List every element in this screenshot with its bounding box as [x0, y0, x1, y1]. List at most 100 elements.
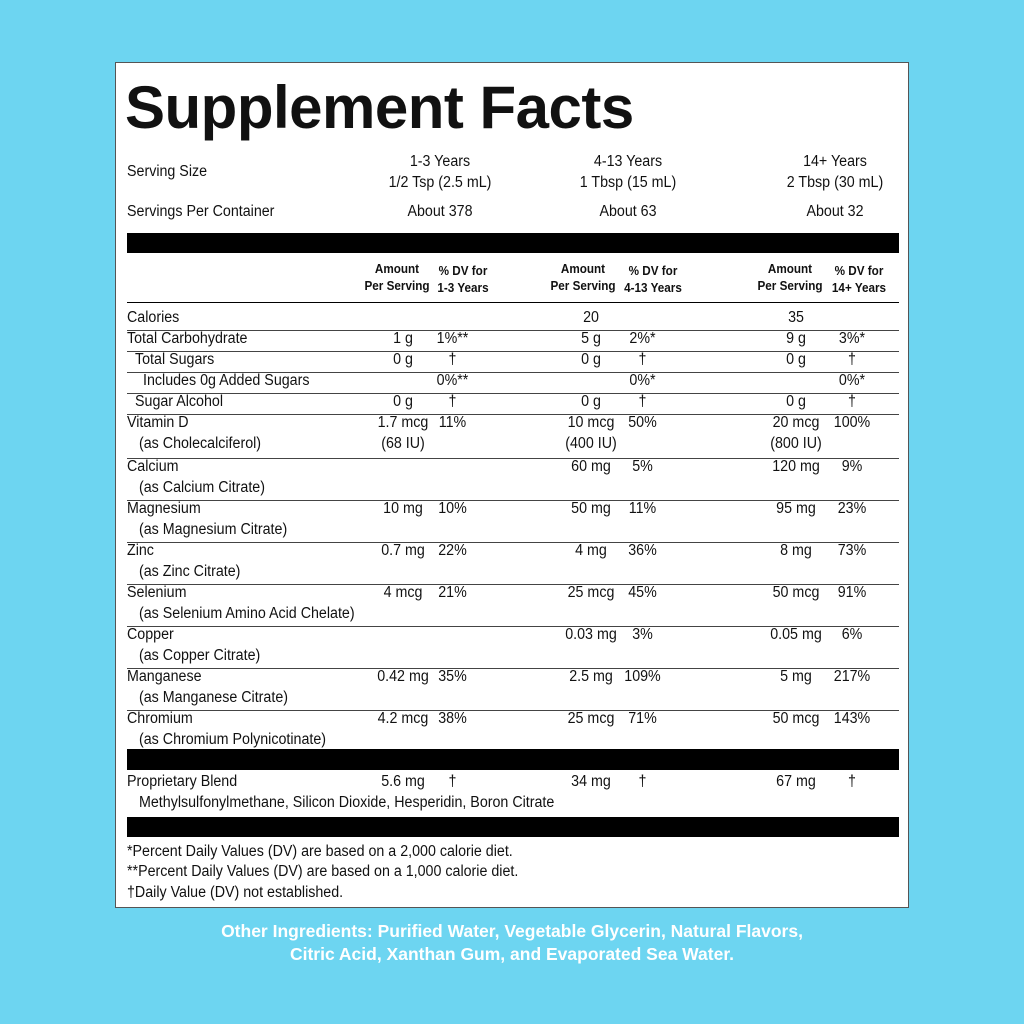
dv-cell: 21% — [438, 584, 467, 601]
amount-cell: 25 mcg — [567, 584, 615, 601]
servings-per-container-2: About 63 — [599, 203, 657, 220]
dv-cell: 0%* — [629, 372, 656, 389]
amount-cell: 0.03 mg — [565, 626, 617, 643]
dv-cell: † — [448, 393, 457, 410]
dv-cell: 73% — [837, 542, 867, 559]
nutrient-form: (as Manganese Citrate) — [139, 689, 289, 706]
nutrient-name: Magnesium — [127, 500, 201, 517]
amount-cell: 10 mcg — [567, 414, 615, 431]
serving-size-3: 2 Tbsp (30 mL) — [786, 174, 884, 191]
amount-cell: 1 g — [393, 330, 413, 347]
row-divider — [127, 393, 899, 394]
row-divider — [127, 372, 899, 373]
row-divider — [127, 584, 899, 585]
amount-cell: 95 mg — [776, 500, 816, 517]
row-divider — [127, 500, 899, 501]
nutrient-name: Manganese — [127, 668, 202, 685]
blend-dv-cell: † — [848, 773, 856, 790]
amount-cell: 0 g — [581, 393, 601, 410]
amount-cell: 0.42 mg — [377, 668, 429, 685]
amount-cell: 50 mcg — [772, 710, 820, 727]
amount-cell: 4 mcg — [383, 584, 423, 601]
footnote: **Percent Daily Values (DV) are based on… — [127, 863, 519, 880]
dv-cell: 91% — [837, 584, 867, 601]
nutrient-form: (as Copper Citrate) — [139, 647, 261, 664]
servings-per-container-3: About 32 — [806, 203, 864, 220]
nutrient-form: (as Selenium Amino Acid Chelate) — [139, 605, 355, 622]
amount-iu-cell: (800 IU) — [770, 435, 822, 452]
blend-ingredients: Methylsulfonylmethane, Silicon Dioxide, … — [139, 794, 555, 811]
amount-cell: 120 mg — [772, 458, 820, 475]
row-divider — [127, 351, 899, 352]
header-rule — [127, 302, 899, 303]
row-divider — [127, 330, 899, 331]
dv-cell: 38% — [438, 710, 467, 727]
dv-cell: 1%** — [436, 330, 469, 347]
serving-age-3: 14+ Years — [803, 153, 867, 170]
amount-cell: 0 g — [786, 393, 806, 410]
nutrient-name: Vitamin D — [127, 414, 189, 431]
other-ingredients-line: Other Ingredients: Purified Water, Veget… — [221, 921, 803, 941]
nutrient-form: (as Zinc Citrate) — [139, 563, 241, 580]
nutrient-form: (as Chromium Polynicotinate) — [139, 731, 327, 748]
servings-per-container-label: Servings Per Container — [127, 203, 275, 220]
col-amount-header-1: Amount Per Serving — [364, 261, 430, 293]
dv-cell: 9% — [841, 458, 863, 475]
blend-name: Proprietary Blend — [127, 773, 238, 790]
amount-cell: 10 mg — [383, 500, 423, 517]
col-dv-header-2: % DV for 4-13 Years — [624, 263, 682, 295]
other-ingredients: Other Ingredients: Purified Water, Veget… — [0, 920, 1024, 966]
amount-cell: 5 g — [581, 330, 601, 347]
nutrient-form: (as Cholecalciferol) — [139, 435, 262, 452]
row-divider — [127, 626, 899, 627]
col-dv-header-3: % DV for 14+ Years — [831, 263, 887, 295]
blend-amount-cell: 34 mg — [571, 773, 611, 790]
row-divider — [127, 542, 899, 543]
serving-size-2: 1 Tbsp (15 mL) — [579, 174, 677, 191]
nutrient-form: (as Magnesium Citrate) — [139, 521, 288, 538]
amount-iu-cell: (68 IU) — [381, 435, 425, 452]
row-divider — [127, 668, 899, 669]
dv-cell: 2%* — [629, 330, 656, 347]
dv-cell: 3%* — [838, 330, 866, 347]
other-ingredients-line: Citric Acid, Xanthan Gum, and Evaporated… — [289, 944, 735, 964]
nutrient-name: Calories — [127, 309, 180, 326]
amount-cell: 0.05 mg — [770, 626, 822, 643]
amount-cell: 9 g — [786, 330, 806, 347]
row-divider — [127, 414, 899, 415]
dv-cell: 109% — [624, 668, 661, 685]
nutrient-name: Copper — [127, 626, 174, 643]
amount-cell: 0.7 mg — [381, 542, 425, 559]
amount-cell: 4.2 mcg — [377, 710, 429, 727]
amount-cell: 35 — [788, 309, 804, 326]
nutrient-name: Calcium — [127, 458, 179, 475]
amount-cell: 25 mcg — [567, 710, 615, 727]
dv-cell: 5% — [632, 458, 653, 475]
dv-cell: † — [848, 393, 856, 410]
thick-rule — [127, 749, 899, 770]
thick-rule — [127, 817, 899, 837]
amount-iu-cell: (400 IU) — [565, 435, 617, 452]
dv-cell: † — [638, 351, 647, 368]
row-divider — [127, 458, 899, 459]
amount-cell: 2.5 mg — [569, 668, 613, 685]
nutrient-name: Zinc — [127, 542, 154, 559]
amount-cell: 4 mg — [575, 542, 607, 559]
serving-age-2: 4-13 Years — [593, 153, 663, 170]
dv-cell: 0%* — [838, 372, 866, 389]
amount-cell: 50 mcg — [772, 584, 820, 601]
panel-title: Supplement Facts — [125, 74, 634, 141]
dv-cell: 217% — [833, 668, 871, 685]
col-amount-header-2: Amount Per Serving — [550, 261, 616, 293]
thick-rule — [127, 233, 899, 253]
amount-cell: 50 mg — [571, 500, 611, 517]
dv-cell: † — [638, 393, 647, 410]
amount-cell: 8 mg — [780, 542, 812, 559]
dv-cell: 35% — [438, 668, 467, 685]
dv-cell: 10% — [438, 500, 467, 517]
col-amount-header-3: Amount Per Serving — [757, 261, 823, 293]
serving-size-1: 1/2 Tsp (2.5 mL) — [388, 174, 492, 191]
blend-dv-cell: † — [448, 773, 457, 790]
nutrient-name: Sugar Alcohol — [135, 393, 224, 410]
blend-dv-cell: † — [638, 773, 647, 790]
